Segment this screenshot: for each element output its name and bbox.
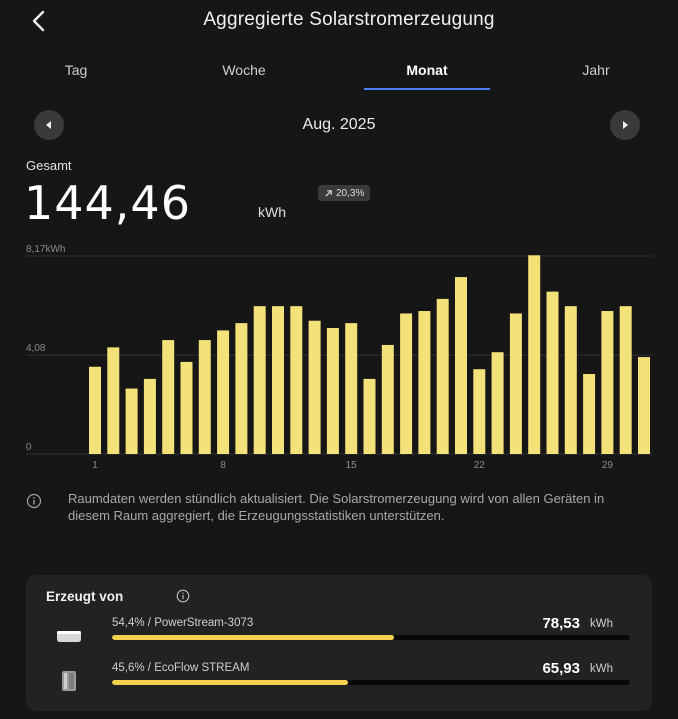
tab-woche[interactable]: Woche	[222, 62, 266, 78]
bar-day-29[interactable]	[601, 311, 614, 454]
generated-by-card: Erzeugt von 54,4% / PowerStream-3073 78,…	[26, 575, 652, 711]
x-tick-label: 1	[92, 460, 98, 471]
triangle-right-icon	[623, 121, 628, 129]
trend-badge: 20,3%	[318, 185, 371, 201]
bar-day-9[interactable]	[235, 323, 248, 454]
bar-chart: 8,17kWh 4,08 0 1 8 15 22 29	[26, 244, 652, 471]
trend-value: 20,3%	[336, 187, 365, 199]
period-label: Aug. 2025	[302, 116, 376, 133]
y-tick-label: 8,17kWh	[26, 244, 65, 255]
bar-day-26[interactable]	[546, 291, 559, 454]
device-row-powerstream[interactable]: 54,4% / PowerStream-3073 78,53 kWh	[26, 615, 652, 661]
share-bar-fill	[112, 680, 349, 685]
info-circle-icon	[26, 493, 42, 509]
bar-day-12[interactable]	[290, 306, 303, 454]
share-bar-fill	[112, 635, 394, 640]
triangle-left-icon	[46, 121, 51, 129]
bar-day-17[interactable]	[381, 344, 394, 454]
bar-day-5[interactable]	[162, 340, 175, 454]
card-title: Erzeugt von	[46, 589, 124, 604]
bar-day-27[interactable]	[564, 306, 577, 454]
bar-day-28[interactable]	[583, 374, 596, 454]
back-button[interactable]	[26, 6, 52, 36]
x-tick-label: 15	[346, 460, 358, 471]
bar-day-4[interactable]	[143, 378, 156, 454]
period-tabs: Tag Woche Monat Jahr	[0, 56, 678, 96]
bar-day-24[interactable]	[509, 313, 522, 454]
powerstream-device-icon	[57, 631, 81, 642]
info-text: Raumdaten werden stündlich aktualisiert.…	[68, 491, 605, 523]
total-unit: kWh	[258, 204, 286, 220]
page-title: Aggregierte Solarstromerzeugung	[203, 9, 495, 30]
bar-day-21[interactable]	[455, 277, 467, 454]
bar-day-25[interactable]	[528, 255, 541, 454]
date-navigator: Aug. 2025	[0, 106, 678, 146]
tab-jahr[interactable]: Jahr	[582, 62, 610, 78]
arrow-up-right-icon	[325, 189, 332, 197]
bar-day-8[interactable]	[217, 330, 230, 454]
bar-day-1[interactable]	[89, 366, 101, 454]
bar-day-3[interactable]	[125, 388, 138, 454]
bar-day-7[interactable]	[198, 340, 211, 454]
next-period-button[interactable]	[610, 110, 640, 140]
bar-day-31[interactable]	[638, 357, 650, 454]
device-value: 65,93	[542, 660, 580, 677]
tab-monat[interactable]: Monat	[406, 62, 448, 78]
x-tick-label: 29	[602, 460, 614, 471]
share-bar	[112, 680, 630, 685]
bar-day-11[interactable]	[272, 306, 284, 454]
device-label: 54,4% / PowerStream-3073	[112, 617, 254, 629]
bar-day-18[interactable]	[400, 313, 413, 454]
bar-day-23[interactable]	[491, 352, 504, 454]
tab-tag[interactable]: Tag	[64, 62, 88, 78]
device-label: 45,6% / EcoFlow STREAM	[112, 662, 250, 674]
bar-day-20[interactable]	[436, 298, 449, 454]
daily-generation-chart: 8,17kWh 4,08 0 1 8 15 22 29	[0, 236, 678, 476]
info-circle-icon[interactable]	[176, 589, 190, 603]
share-bar	[112, 635, 630, 640]
bar-day-14[interactable]	[326, 327, 339, 454]
y-tick-label: 0	[26, 442, 32, 453]
bar-day-19[interactable]	[418, 311, 431, 454]
bar-day-16[interactable]	[363, 378, 376, 454]
x-tick-label: 22	[474, 460, 486, 471]
bar-day-13[interactable]	[308, 320, 321, 454]
bar-day-10[interactable]	[253, 306, 266, 454]
device-unit: kWh	[590, 618, 613, 630]
bar-day-2[interactable]	[107, 347, 120, 454]
y-tick-label: 4,08	[26, 343, 46, 354]
device-unit: kWh	[590, 663, 613, 675]
bar-day-30[interactable]	[619, 306, 632, 454]
previous-period-button[interactable]	[34, 110, 64, 140]
device-value: 78,53	[542, 615, 580, 632]
total-label: Gesamt	[26, 158, 72, 173]
stream-battery-icon	[62, 671, 76, 691]
total-value: 144,46	[24, 176, 191, 230]
info-note: Raumdaten werden stündlich aktualisiert.…	[26, 490, 646, 560]
x-tick-label: 8	[220, 460, 226, 471]
device-row-stream[interactable]: 45,6% / EcoFlow STREAM 65,93 kWh	[26, 660, 652, 706]
top-bar: Aggregierte Solarstromerzeugung	[0, 0, 678, 42]
bar-day-6[interactable]	[180, 361, 193, 454]
bar-day-22[interactable]	[473, 369, 486, 454]
chevron-left-icon	[32, 10, 45, 32]
tab-active-indicator	[364, 88, 490, 90]
bar-day-15[interactable]	[345, 323, 358, 454]
